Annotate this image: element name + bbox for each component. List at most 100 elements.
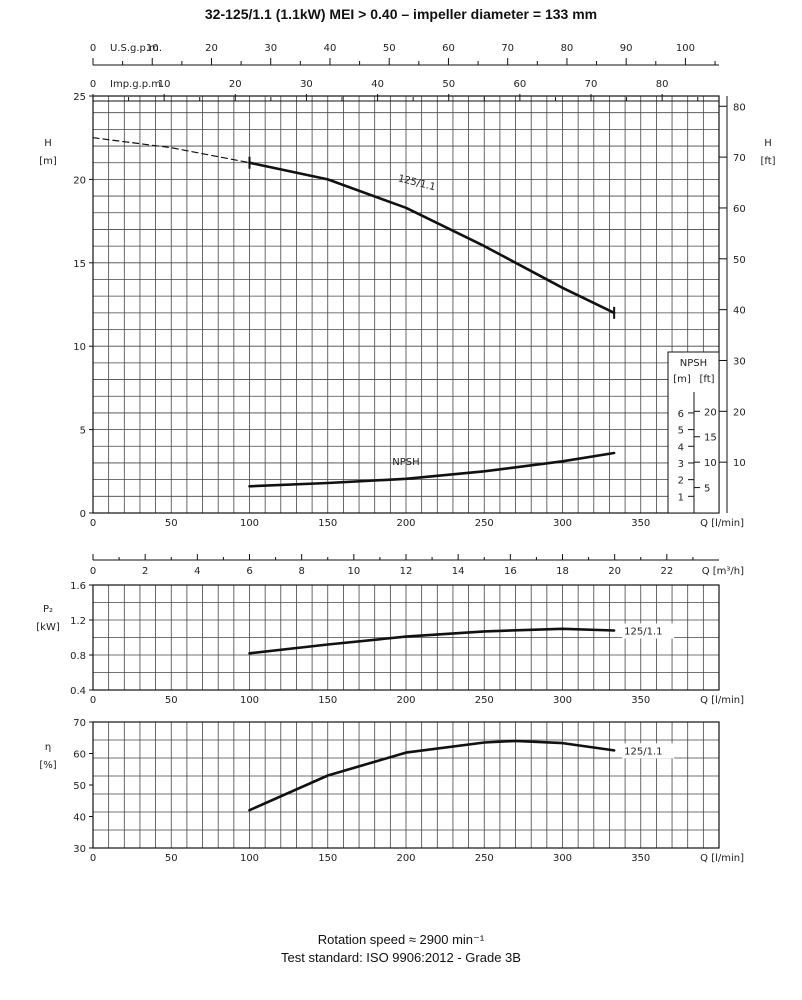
npsh-inset-unit-ft: [ft]: [699, 374, 714, 385]
efficiency-curve-125-1-1: [248, 739, 616, 812]
head-curve-125-1-1: [248, 161, 616, 315]
efficiency-series-label: 125/1.1: [624, 746, 662, 757]
head-x-tick-label: 200: [396, 518, 415, 529]
impgpm-tick-label: 80: [656, 79, 669, 90]
efficiency-y-axis-unit: [%]: [39, 760, 56, 771]
efficiency-y-tick-label: 40: [73, 813, 86, 824]
head-x-axis-label: Q [l/min]: [700, 518, 744, 529]
npsh-m-tick-label: 1: [678, 492, 684, 503]
npsh-m-tick-label: 3: [678, 459, 684, 470]
m3h-tick-label: 22: [660, 566, 673, 577]
efficiency-x-tick-label: 150: [318, 853, 337, 864]
npsh-inset-title: NPSH: [680, 358, 707, 369]
npsh-ft-tick-label: 15: [704, 433, 717, 444]
power-series-label: 125/1.1: [624, 627, 662, 638]
usgpm-tick-label: 80: [561, 43, 574, 54]
usgpm-tick-label: 30: [264, 43, 277, 54]
efficiency-x-tick-label: 250: [475, 853, 494, 864]
m3h-tick-label: 2: [142, 566, 148, 577]
impgpm-axis-label: Imp.g.p.m.: [110, 79, 164, 90]
head-y-tick-label: 5: [80, 426, 86, 437]
efficiency-y-axis-label: η: [45, 742, 51, 753]
head-y-tick-label: 25: [73, 92, 86, 103]
npsh-ft-tick-label: 20: [704, 407, 717, 418]
m3h-tick-label: 10: [347, 566, 360, 577]
head-y-axis-label: H: [44, 138, 52, 149]
usgpm-tick-label: 50: [383, 43, 396, 54]
m3h-axis-label: Q [m³/h]: [702, 566, 744, 577]
impgpm-tick-label: 40: [371, 79, 384, 90]
head-x-tick-label: 50: [165, 518, 178, 529]
head-x-tick-label: 100: [240, 518, 259, 529]
impgpm-tick-label: 20: [229, 79, 242, 90]
power-y-axis-unit: [kW]: [36, 622, 60, 633]
usgpm-tick-label: 0: [90, 43, 96, 54]
impgpm-tick-label: 10: [158, 79, 171, 90]
efficiency-y-tick-label: 60: [73, 750, 86, 761]
efficiency-x-axis-label: Q [l/min]: [700, 853, 744, 864]
efficiency-x-tick-label: 50: [165, 853, 178, 864]
head-right-tick-label: 70: [733, 153, 746, 164]
power-x-tick-label: 0: [90, 695, 96, 706]
head-y-axis-unit: [m]: [39, 156, 57, 167]
npsh-m-tick-label: 6: [678, 409, 684, 420]
power-y-tick-label: 1.6: [70, 581, 86, 592]
head-series-label: 125/1.1: [397, 173, 437, 193]
head-right-tick-label: 50: [733, 255, 746, 266]
impgpm-tick-label: 30: [300, 79, 313, 90]
power-x-tick-label: 100: [240, 695, 259, 706]
chart-title: 32-125/1.1 (1.1kW) MEI > 0.40 – impeller…: [204, 6, 598, 22]
usgpm-tick-label: 10: [146, 43, 159, 54]
m3h-tick-label: 8: [298, 566, 304, 577]
power-y-tick-label: 0.4: [70, 686, 86, 697]
impgpm-tick-label: 50: [442, 79, 455, 90]
usgpm-tick-label: 40: [324, 43, 337, 54]
impgpm-tick-label: 0: [90, 79, 96, 90]
impgpm-tick-label: 70: [585, 79, 598, 90]
efficiency-x-tick-label: 100: [240, 853, 259, 864]
usgpm-tick-label: 70: [501, 43, 514, 54]
power-y-tick-label: 0.8: [70, 651, 86, 662]
m3h-tick-label: 6: [246, 566, 252, 577]
efficiency-x-tick-label: 200: [396, 853, 415, 864]
head-right-axis-label: H: [764, 138, 772, 149]
head-x-tick-label: 350: [631, 518, 650, 529]
power-x-tick-label: 350: [631, 695, 650, 706]
head-right-tick-label: 20: [733, 407, 746, 418]
power-x-axis-label: Q [l/min]: [700, 695, 744, 706]
power-x-tick-label: 200: [396, 695, 415, 706]
power-x-tick-label: 300: [553, 695, 572, 706]
m3h-tick-label: 0: [90, 566, 96, 577]
npsh-m-tick-label: 2: [678, 476, 684, 487]
head-right-tick-label: 30: [733, 356, 746, 367]
head-right-tick-label: 80: [733, 102, 746, 113]
npsh-curve: [248, 451, 616, 488]
m3h-tick-label: 4: [194, 566, 200, 577]
head-y-tick-label: 10: [73, 342, 86, 353]
power-frame: [92, 584, 720, 691]
head-x-tick-label: 300: [553, 518, 572, 529]
usgpm-tick-label: 20: [205, 43, 218, 54]
usgpm-tick-label: 60: [442, 43, 455, 54]
npsh-m-tick-label: 5: [678, 426, 684, 437]
efficiency-x-tick-label: 350: [631, 853, 650, 864]
usgpm-tick-label: 90: [620, 43, 633, 54]
head-right-axis-unit: [ft]: [760, 156, 775, 167]
m3h-tick-label: 16: [504, 566, 517, 577]
efficiency-x-tick-label: 0: [90, 853, 96, 864]
power-x-tick-label: 250: [475, 695, 494, 706]
efficiency-label-bg: [622, 743, 675, 759]
head-x-tick-label: 150: [318, 518, 337, 529]
m3h-tick-label: 14: [452, 566, 465, 577]
npsh-ft-tick-label: 5: [704, 484, 710, 495]
head-x-tick-label: 250: [475, 518, 494, 529]
power-x-tick-label: 50: [165, 695, 178, 706]
npsh-series-label: NPSH: [392, 457, 419, 468]
rotation-speed-note: Rotation speed ≈ 2900 min⁻¹: [317, 932, 485, 947]
npsh-m-tick-label: 4: [678, 442, 684, 453]
m3h-tick-label: 20: [608, 566, 621, 577]
head-right-tick-label: 40: [733, 306, 746, 317]
npsh-ft-tick-label: 10: [704, 458, 717, 469]
head-x-tick-label: 0: [90, 518, 96, 529]
